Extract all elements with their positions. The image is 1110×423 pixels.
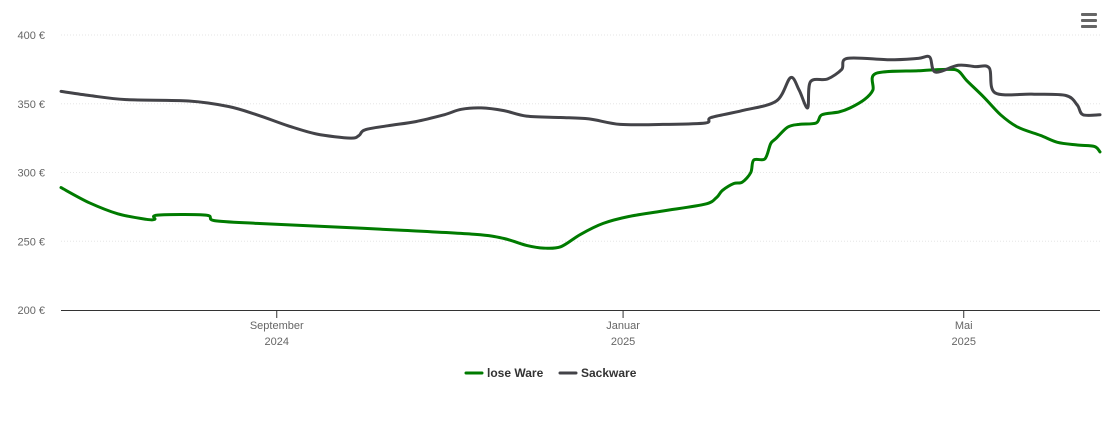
y-tick-label: 400 € [17, 30, 45, 42]
y-tick-label: 250 € [17, 236, 45, 248]
hamburger-icon [1081, 19, 1097, 22]
x-tick-label: September [250, 320, 304, 332]
x-tick-label-year: 2025 [611, 336, 635, 348]
hamburger-icon [1081, 25, 1097, 28]
x-tick-label: Januar [606, 320, 640, 332]
x-tick-label: Mai [955, 320, 973, 332]
x-axis: September 2024 Januar 2025 Mai 2025 [61, 310, 1100, 348]
x-tick-label-year: 2025 [951, 336, 975, 348]
chart-menu-button[interactable] [1078, 10, 1100, 32]
y-tick-label: 350 € [17, 99, 45, 111]
y-axis: 200 € 250 € 300 € 350 € 400 € [17, 30, 45, 317]
series-line-sackware [59, 54, 1102, 140]
legend-label: Sackware [581, 366, 637, 380]
legend-item-lose-ware[interactable]: lose Ware [464, 366, 544, 380]
x-tick-label-year: 2024 [265, 336, 289, 348]
series-line-lose-ware [59, 67, 1102, 250]
legend[interactable]: lose Ware Sackware [464, 366, 637, 380]
y-tick-label: 200 € [17, 305, 45, 317]
y-tick-label: 300 € [17, 168, 45, 180]
legend-label: lose Ware [487, 366, 544, 380]
hamburger-icon [1081, 13, 1097, 16]
grid-lines [61, 34, 1100, 242]
legend-item-sackware[interactable]: Sackware [558, 366, 637, 380]
plot-area [59, 54, 1102, 250]
